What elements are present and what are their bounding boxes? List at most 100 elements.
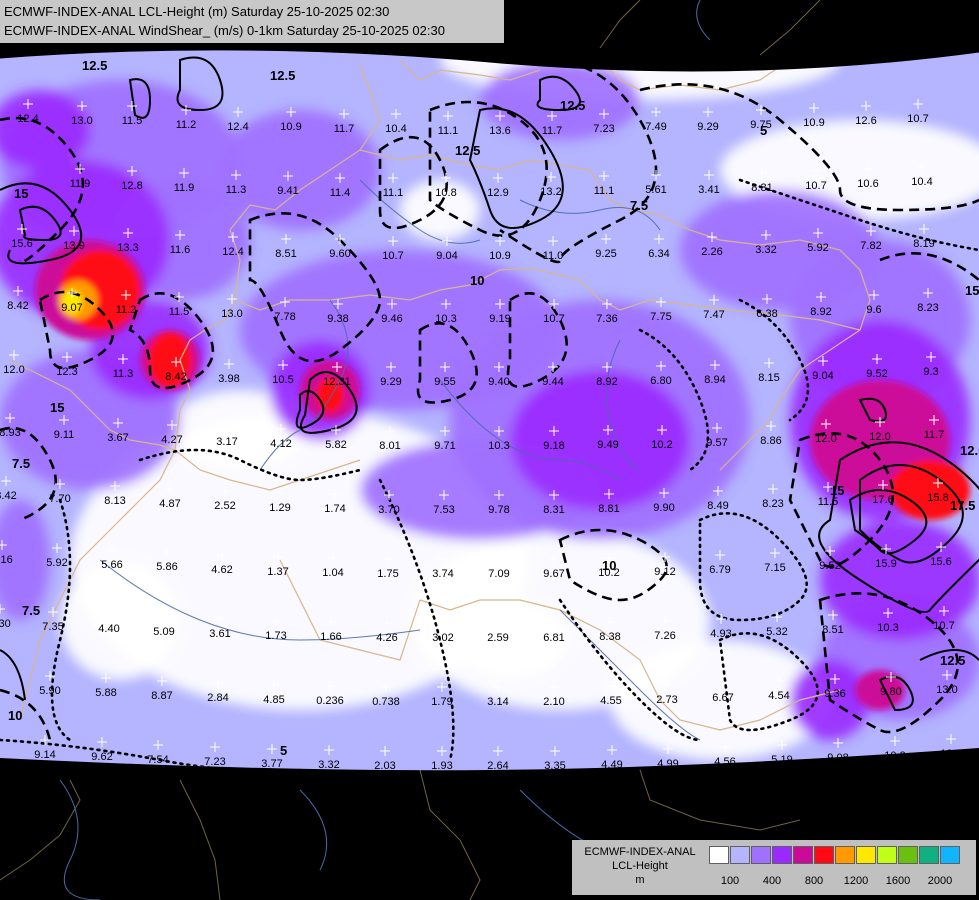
station-cross-icon xyxy=(442,236,452,246)
station-cross-icon xyxy=(660,552,670,562)
station-value: 8.49 xyxy=(707,500,728,512)
station-cross-icon xyxy=(766,421,776,431)
station-value: 3.67 xyxy=(107,432,128,444)
station-cross-icon xyxy=(923,288,933,298)
station-value: 4.40 xyxy=(98,623,119,635)
station-marker: 8.31 xyxy=(751,168,773,194)
station-cross-icon xyxy=(929,415,939,425)
station-value: 3.35 xyxy=(544,760,565,772)
station-value: 7.75 xyxy=(650,311,671,323)
station-value: 10.9 xyxy=(489,250,510,262)
station-value: 10.7 xyxy=(933,620,954,632)
station-cross-icon xyxy=(768,484,778,494)
station-marker: 3.70 xyxy=(378,490,400,516)
legend-swatch xyxy=(919,846,939,864)
station-value: 10.3 xyxy=(435,313,456,325)
station-marker: 10.5 xyxy=(272,360,294,386)
station-value: 11.9 xyxy=(174,182,195,194)
station-marker: 8.94 xyxy=(704,360,726,386)
station-value: 9.38 xyxy=(327,313,348,325)
station-marker: 12.0 xyxy=(869,417,891,443)
legend-swatch xyxy=(772,846,792,864)
station-marker: 9.07 xyxy=(61,288,83,314)
station-marker: 15.9 xyxy=(875,544,897,570)
station-marker: 2.59 xyxy=(487,618,509,644)
station-marker: 3.35 xyxy=(544,746,566,772)
station-marker: 9.46 xyxy=(381,299,403,325)
station-cross-icon xyxy=(493,746,503,756)
contour-label: 12.5 xyxy=(560,98,585,113)
station-value: 2.10 xyxy=(543,696,564,708)
station-marker: 4.12 xyxy=(270,424,292,450)
station-value: 12.6 xyxy=(855,115,876,127)
station-marker: 10.3 xyxy=(877,608,899,634)
station-cross-icon xyxy=(162,547,172,557)
station-value: 9.18 xyxy=(543,440,564,452)
station-value: 11.7 xyxy=(924,429,945,441)
station-cross-icon xyxy=(440,426,450,436)
station-marker: 13.0 xyxy=(936,670,958,696)
station-values: 12.4 13.0 11.5 11.2 12.4 10.9 11.7 10.4 11.1 13.6… xyxy=(0,99,962,772)
station-cross-icon xyxy=(110,481,120,491)
station-marker: 10.4 xyxy=(911,162,933,188)
station-cross-icon xyxy=(549,554,559,564)
station-cross-icon xyxy=(603,425,613,435)
station-marker: 5.61 xyxy=(645,170,667,196)
legend-tick-label: 400 xyxy=(762,875,782,887)
contour-label: 15 xyxy=(14,186,28,201)
station-marker: 8.87 xyxy=(151,676,173,702)
station-cross-icon xyxy=(332,362,342,372)
station-value: 11.1 xyxy=(438,125,459,137)
station-value: 7.15 xyxy=(764,562,785,574)
station-value: 4.55 xyxy=(600,695,621,707)
station-marker: 4.56 xyxy=(714,742,736,768)
station-value: 9.25 xyxy=(595,248,616,260)
station-cross-icon xyxy=(606,681,616,691)
station-value: 10.3 xyxy=(877,622,898,634)
station-value: 7.49 xyxy=(645,121,666,133)
station-marker: 11.5 xyxy=(122,101,142,127)
station-marker: 7.35 xyxy=(42,607,64,633)
station-marker: 8.93 xyxy=(0,413,21,439)
station-marker: 11.1 xyxy=(438,111,459,137)
station-cross-icon xyxy=(494,554,504,564)
station-marker: 10.9 xyxy=(489,236,511,262)
station-cross-icon xyxy=(388,236,398,246)
station-cross-icon xyxy=(387,299,397,309)
station-value: 2.52 xyxy=(214,500,235,512)
station-value: 5.88 xyxy=(95,687,116,699)
contour-label: 7.5 xyxy=(630,198,648,213)
contour-label: 12.5 xyxy=(940,653,965,668)
station-cross-icon xyxy=(549,299,559,309)
station-cross-icon xyxy=(816,292,826,302)
station-marker: 6.80 xyxy=(650,361,672,387)
station-marker: 8.51 xyxy=(275,234,297,260)
station-value: 7.70 xyxy=(49,493,70,505)
station-value: 15.6 xyxy=(11,238,32,250)
station-marker: 2.84 xyxy=(207,678,229,704)
station-marker: 2.52 xyxy=(214,486,236,512)
station-marker: 6.38 xyxy=(756,294,778,320)
contour-label: 5 xyxy=(280,743,287,758)
station-cross-icon xyxy=(549,426,559,436)
station-value: 9.44 xyxy=(542,376,563,388)
legend-swatch xyxy=(730,846,750,864)
station-marker: 10.4 xyxy=(385,109,407,135)
station-cross-icon xyxy=(861,101,871,111)
station-value: 8.01 xyxy=(379,440,400,452)
station-marker: 2.03 xyxy=(374,746,396,772)
station-value: 8.42 xyxy=(165,371,186,383)
station-value: 11.7 xyxy=(542,125,563,137)
station-cross-icon xyxy=(217,550,227,560)
station-value: 8.30 xyxy=(0,618,11,630)
station-marker: 9.71 xyxy=(434,426,456,452)
station-value: 7.36 xyxy=(596,313,617,325)
station-marker: 11.5 xyxy=(169,292,189,318)
station-cross-icon xyxy=(269,680,279,690)
station-value: 3.32 xyxy=(318,759,339,771)
station-value: 9.04 xyxy=(812,370,833,382)
legend-color-scale xyxy=(709,846,961,864)
station-value: 11.0 xyxy=(543,250,564,262)
station-value: 6.79 xyxy=(709,564,730,576)
